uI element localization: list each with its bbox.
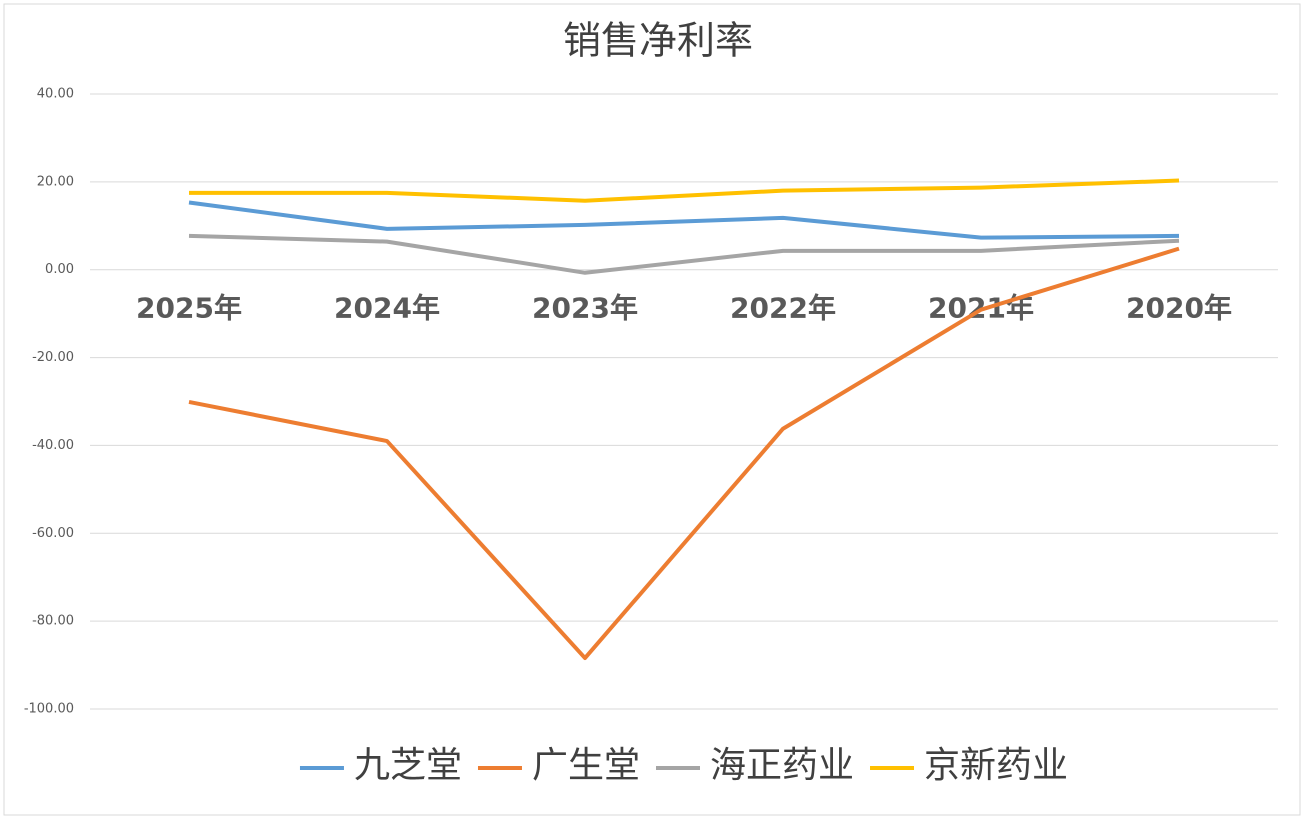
line-series [188, 200, 1180, 240]
x-tick-label: 2020年 [1126, 292, 1232, 325]
legend-label: 海正药业 [710, 745, 854, 786]
y-tick-label: -40.00 [32, 438, 74, 453]
legend-label: 九芝堂 [354, 745, 462, 786]
y-tick-label: -80.00 [32, 614, 74, 629]
x-tick-label: 2023年 [532, 292, 638, 325]
y-tick-label: -100.00 [24, 702, 74, 717]
x-tick-label: 2025年 [136, 292, 242, 325]
x-tick-label: 2022年 [730, 292, 836, 325]
legend: 九芝堂 广生堂 海正药业 京新药业 [299, 745, 1068, 786]
line-series [189, 178, 1180, 203]
line-series [188, 233, 1180, 275]
y-tick-label: -20.00 [32, 350, 74, 365]
x-tick-label: 2024年 [334, 292, 440, 325]
legend-label: 京新药业 [924, 745, 1068, 786]
legend-label: 广生堂 [532, 745, 640, 786]
chart-title: 销售净利率 [563, 19, 753, 63]
line-series [188, 246, 1180, 661]
y-tick-label: 40.00 [37, 87, 74, 102]
y-tick-label: 20.00 [37, 174, 74, 189]
chart-frame [3, 3, 1301, 816]
y-tick-label: 0.00 [45, 262, 74, 277]
y-tick-label: -60.00 [32, 526, 74, 541]
